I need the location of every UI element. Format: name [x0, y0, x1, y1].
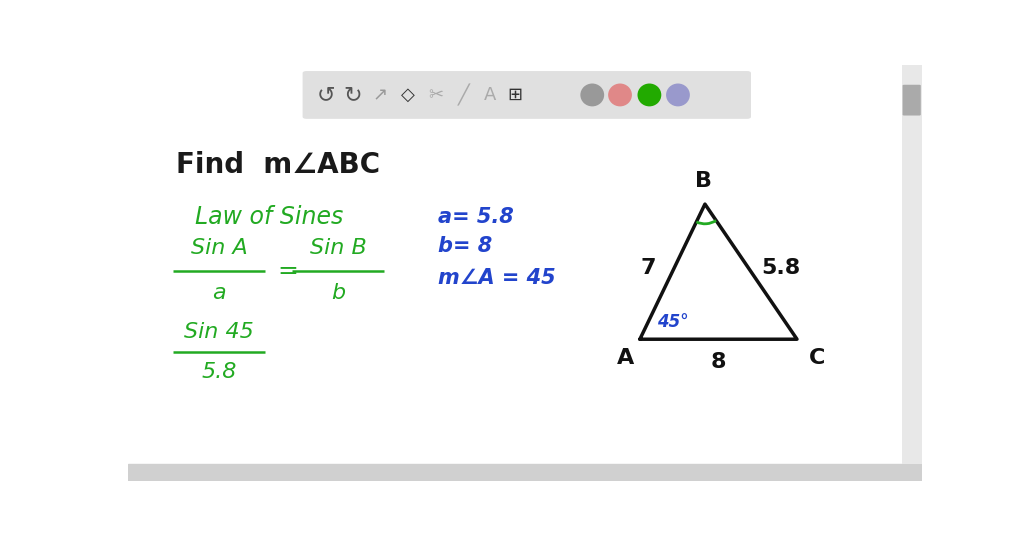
Text: A: A: [617, 348, 634, 368]
Text: C: C: [809, 348, 825, 368]
Text: 8: 8: [711, 352, 726, 372]
FancyBboxPatch shape: [303, 71, 751, 119]
Text: 7: 7: [641, 258, 656, 278]
Text: Sin 45: Sin 45: [184, 322, 254, 342]
Text: ╱: ╱: [458, 84, 470, 106]
Ellipse shape: [581, 84, 604, 106]
Text: ⊞: ⊞: [508, 86, 523, 104]
Text: Find  m∠ABC: Find m∠ABC: [176, 151, 380, 179]
Text: ◇: ◇: [401, 86, 415, 104]
Bar: [128, 464, 922, 481]
Text: Sin B: Sin B: [310, 238, 367, 258]
Text: m∠A = 45: m∠A = 45: [437, 268, 555, 288]
Text: ↻: ↻: [343, 85, 361, 105]
Text: b: b: [331, 284, 345, 303]
Text: 5.8: 5.8: [202, 362, 237, 382]
Text: a= 5.8: a= 5.8: [437, 207, 513, 227]
FancyBboxPatch shape: [902, 85, 921, 116]
Text: b= 8: b= 8: [437, 235, 492, 255]
Ellipse shape: [608, 84, 632, 106]
Text: Law of Sines: Law of Sines: [196, 205, 344, 228]
Text: A: A: [483, 86, 496, 104]
Text: 5.8: 5.8: [762, 258, 801, 278]
Text: Sin A: Sin A: [190, 238, 248, 258]
Text: ✂: ✂: [428, 86, 443, 104]
Ellipse shape: [638, 84, 662, 106]
FancyBboxPatch shape: [902, 65, 922, 464]
Text: ↗: ↗: [373, 86, 388, 104]
Ellipse shape: [666, 84, 690, 106]
Text: ↺: ↺: [317, 85, 336, 105]
Text: =: =: [278, 259, 299, 282]
Text: B: B: [695, 171, 712, 191]
Text: a: a: [212, 284, 226, 303]
Text: 45°: 45°: [657, 313, 689, 331]
